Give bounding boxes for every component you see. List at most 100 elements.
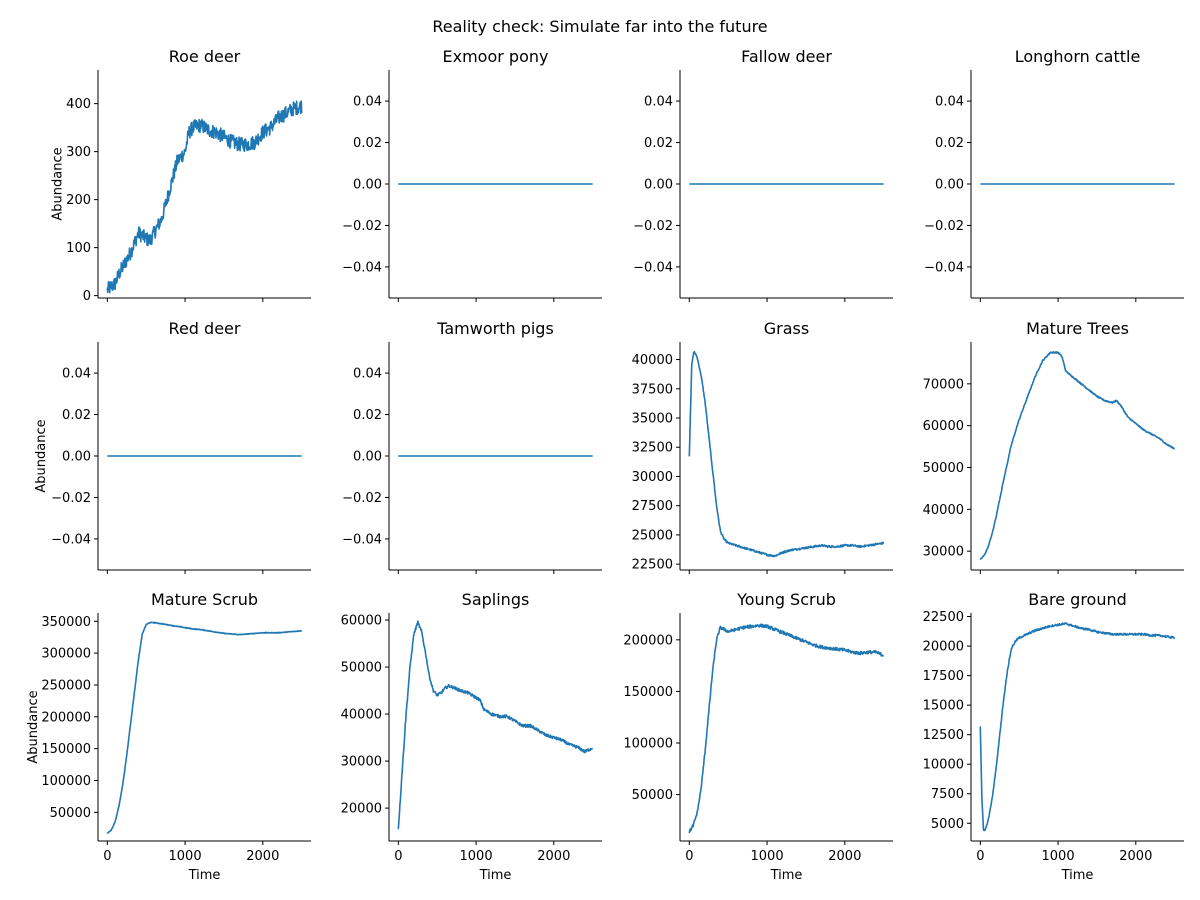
y-tick-label: 0.00 xyxy=(935,178,964,193)
x-tick-label: 1000 xyxy=(460,849,493,864)
y-tick-label: −0.04 xyxy=(342,260,382,275)
subplot-mature-scrub: Mature Scrub 50000 100000 150000 200000 25000… xyxy=(26,590,311,883)
subplot-grass: Grass 22500 25000 27500 30000 32500 35000 37500… xyxy=(632,319,893,574)
y-tick-label: 0.00 xyxy=(62,450,91,465)
y-tick-label: 20000 xyxy=(923,640,964,655)
y-tick-label: 150000 xyxy=(41,742,91,757)
x-tick-label: 1000 xyxy=(751,849,784,864)
y-tick-label: 0.04 xyxy=(62,367,91,382)
series-line xyxy=(979,622,1176,832)
y-tick-label: 0.04 xyxy=(353,95,382,110)
subplot-title: Roe deer xyxy=(169,47,241,66)
x-tick-label: 2000 xyxy=(1119,849,1152,864)
subplot-grid: Roe deer 0 100 200 300 400 Abundance Exmoor pon… xyxy=(26,47,1184,883)
y-tick-label: 0.04 xyxy=(935,95,964,110)
y-tick-label: 0 xyxy=(83,289,91,304)
series-line xyxy=(688,350,885,558)
y-tick-label: 100000 xyxy=(623,736,673,751)
x-tick-label: 0 xyxy=(103,849,111,864)
y-tick-label: 250000 xyxy=(41,678,91,693)
y-tick-label: 10000 xyxy=(923,758,964,773)
y-tick-label: −0.02 xyxy=(924,219,964,234)
y-tick-label: −0.02 xyxy=(342,491,382,506)
y-tick-label: 22500 xyxy=(632,558,673,573)
subplot-young-scrub: Young Scrub 50000 100000 150000 200000 0 1000 2… xyxy=(623,590,893,883)
x-tick-label: 0 xyxy=(685,849,693,864)
subplot-mature-trees: Mature Trees 30000 40000 50000 60000 70000 xyxy=(923,319,1184,574)
y-tick-label: 5000 xyxy=(931,817,964,832)
subplot-title: Bare ground xyxy=(1028,590,1127,609)
subplot-title: Young Scrub xyxy=(736,590,836,609)
y-tick-label: 300000 xyxy=(41,647,91,662)
y-tick-label: 0.04 xyxy=(353,367,382,382)
y-tick-label: −0.04 xyxy=(51,532,91,547)
y-tick-label: 50000 xyxy=(923,461,964,476)
y-tick-label: 0.02 xyxy=(353,408,382,423)
y-tick-label: −0.04 xyxy=(633,260,673,275)
subplot-title: Mature Scrub xyxy=(151,590,258,609)
y-tick-label: 200000 xyxy=(623,633,673,648)
subplot-title: Saplings xyxy=(462,590,530,609)
y-tick-label: 70000 xyxy=(923,377,964,392)
y-tick-label: −0.04 xyxy=(924,260,964,275)
x-tick-label: 0 xyxy=(976,849,984,864)
x-tick-label: 2000 xyxy=(246,849,279,864)
y-tick-label: 100 xyxy=(66,241,91,256)
x-axis-label: Time xyxy=(188,868,221,883)
series-line xyxy=(106,100,303,294)
subplot-tamworth-pigs: Tamworth pigs −0.04 −0.02 0.00 0.02 0.04 xyxy=(342,319,602,574)
y-tick-label: 0.00 xyxy=(353,178,382,193)
y-tick-label: 200000 xyxy=(41,710,91,725)
y-tick-label: 30000 xyxy=(923,545,964,560)
y-tick-label: 200 xyxy=(66,193,91,208)
subplot-title: Fallow deer xyxy=(741,47,832,66)
y-tick-label: 60000 xyxy=(341,614,382,629)
subplot-title: Tamworth pigs xyxy=(436,319,554,338)
y-tick-label: 0.02 xyxy=(353,136,382,151)
x-tick-label: 1000 xyxy=(169,849,202,864)
y-tick-label: 0.02 xyxy=(644,136,673,151)
subplot-fallow-deer: Fallow deer −0.04 −0.02 0.00 0.02 0.04 xyxy=(633,47,893,302)
x-axis-label: Time xyxy=(1061,868,1094,883)
x-axis-label: Time xyxy=(479,868,512,883)
y-tick-label: 0.02 xyxy=(935,136,964,151)
y-tick-label: 50000 xyxy=(50,806,91,821)
series-line xyxy=(979,351,1176,561)
y-tick-label: 32500 xyxy=(632,441,673,456)
y-tick-label: 0.00 xyxy=(353,450,382,465)
y-axis-label: Abundance xyxy=(34,419,49,492)
y-tick-label: −0.02 xyxy=(633,219,673,234)
subplot-title: Red deer xyxy=(169,319,241,338)
subplot-red-deer: Red deer −0.04 −0.02 0.00 0.02 0.04 Abundance xyxy=(34,319,311,574)
y-tick-label: 27500 xyxy=(632,499,673,514)
y-tick-label: 40000 xyxy=(341,708,382,723)
y-tick-label: 35000 xyxy=(632,412,673,427)
figure-suptitle: Reality check: Simulate far into the fut… xyxy=(432,17,767,36)
y-tick-label: 15000 xyxy=(923,699,964,714)
y-tick-label: 100000 xyxy=(41,774,91,789)
subplot-saplings: Saplings 20000 30000 40000 50000 60000 0 1000 20… xyxy=(341,590,602,883)
y-tick-label: 50000 xyxy=(632,788,673,803)
x-axis-label: Time xyxy=(770,868,803,883)
y-tick-label: 12500 xyxy=(923,728,964,743)
y-tick-label: −0.04 xyxy=(342,532,382,547)
y-tick-label: 0.04 xyxy=(644,95,673,110)
subplot-exmoor-pony: Exmoor pony −0.04 −0.02 0.00 0.02 0.04 xyxy=(342,47,602,302)
subplot-roe-deer: Roe deer 0 100 200 300 400 Abundance xyxy=(50,47,311,304)
y-tick-label: 150000 xyxy=(623,685,673,700)
y-tick-label: 350000 xyxy=(41,615,91,630)
y-tick-label: 0.02 xyxy=(62,408,91,423)
y-tick-label: 300 xyxy=(66,145,91,160)
y-tick-label: 0.00 xyxy=(644,178,673,193)
y-tick-label: 60000 xyxy=(923,419,964,434)
y-axis-label: Abundance xyxy=(50,147,65,220)
series-line xyxy=(688,623,885,834)
y-tick-label: 40000 xyxy=(632,353,673,368)
subplot-title: Exmoor pony xyxy=(443,47,549,66)
y-tick-label: 37500 xyxy=(632,382,673,397)
y-axis-label: Abundance xyxy=(26,690,41,763)
series-line xyxy=(106,621,303,834)
y-tick-label: 30000 xyxy=(341,755,382,770)
y-tick-label: −0.02 xyxy=(51,491,91,506)
